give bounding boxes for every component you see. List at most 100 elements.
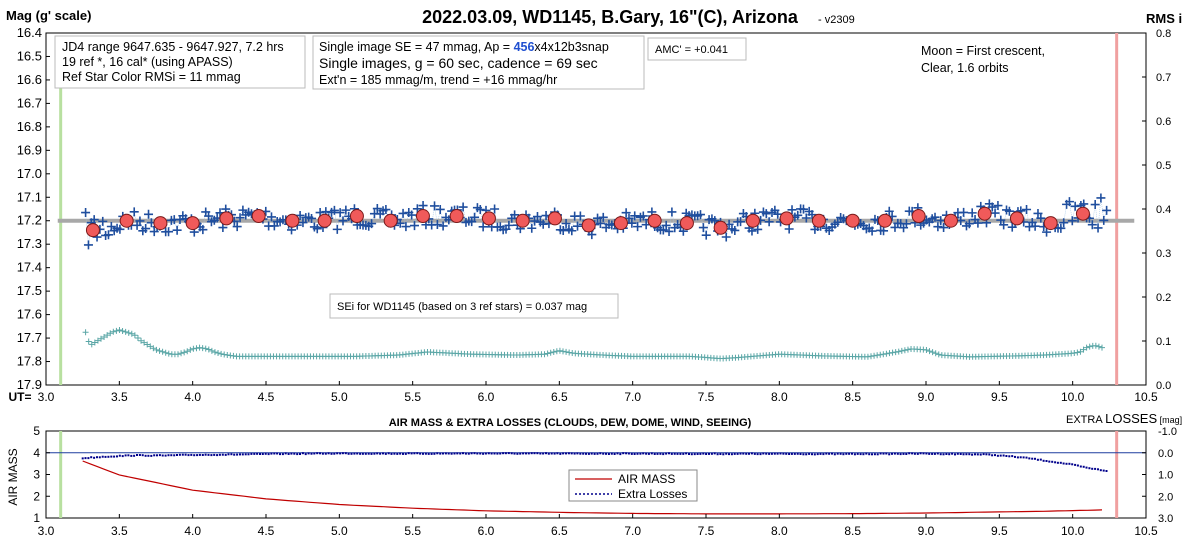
bottom-chart-title: AIR MASS & EXTRA LOSSES (CLOUDS, DEW, DO… [389, 417, 752, 429]
extra-losses-point [178, 453, 181, 456]
extra-losses-point [831, 452, 833, 455]
legend-airmass-label: AIR MASS [618, 472, 675, 486]
extra-losses-point [547, 452, 550, 455]
measurement-point [773, 209, 783, 219]
measurement-point [753, 224, 763, 234]
extra-losses-point [1014, 455, 1016, 458]
amc-text: AMC' = +0.041 [655, 44, 728, 56]
rms-point [215, 350, 222, 357]
top-ytick-left-label: 16.9 [17, 142, 42, 157]
extra-losses-point [650, 452, 653, 455]
rms-point [547, 349, 554, 356]
extra-losses-point [161, 454, 164, 457]
rms-point [1074, 349, 1081, 356]
rms-point [929, 349, 936, 356]
extra-losses-point [567, 452, 570, 455]
extra-losses-point [565, 452, 567, 455]
measurement-point [532, 212, 542, 222]
measurement-point [81, 208, 91, 218]
measurement-point [410, 221, 419, 231]
measurement-point [807, 210, 817, 220]
extra-losses-point [81, 457, 84, 460]
extra-losses-point [464, 452, 467, 455]
extra-losses-point [293, 452, 296, 455]
rms-point [864, 353, 871, 360]
extra-losses-point [422, 452, 424, 455]
extra-losses-point [256, 452, 259, 455]
extra-losses-point [956, 452, 959, 455]
extra-losses-point [1054, 461, 1057, 464]
top-ytick-left-label: 16.6 [17, 72, 42, 87]
measurement-point [736, 217, 746, 227]
binned-point [317, 213, 332, 228]
measurement-point [784, 224, 794, 234]
extra-losses-point [736, 452, 739, 455]
extra-losses-point [1039, 458, 1042, 461]
rms-point [566, 349, 573, 356]
rms-point [147, 343, 154, 350]
measurement-point [1067, 216, 1077, 226]
extra-losses-point [490, 452, 493, 455]
bottom-ytick-right-label: 0.0 [1158, 448, 1173, 460]
measurement-point [667, 207, 677, 217]
measurement-point [621, 208, 631, 218]
extra-losses-point [459, 452, 462, 455]
extra-losses-point [685, 452, 688, 455]
rms-point [541, 351, 548, 358]
measurement-point [575, 211, 585, 221]
extra-losses-point [790, 452, 793, 455]
extra-losses-point [1048, 460, 1051, 463]
bottom-ytick-right-label: 1.0 [1158, 470, 1173, 482]
extra-losses-point [576, 452, 579, 455]
measurement-point [372, 204, 382, 214]
extra-losses-point [974, 453, 976, 456]
extra-losses-point [776, 452, 779, 455]
measurement-point [593, 213, 603, 223]
extra-losses-point [625, 452, 628, 455]
measurement-point [164, 227, 174, 237]
measurement-point [664, 226, 674, 236]
extra-losses-point [839, 452, 842, 455]
extra-losses-point [616, 452, 619, 455]
extra-losses-point [1085, 466, 1088, 469]
extra-losses-point [762, 452, 765, 455]
extra-losses-point [851, 452, 853, 455]
extra-losses-point [999, 454, 1002, 457]
measurement-point [478, 222, 488, 232]
bottom-ytick-left-label: 2 [33, 489, 40, 503]
measurement-point [83, 240, 93, 250]
extra-losses-point [885, 452, 888, 455]
top-ytick-left-label: 16.8 [17, 119, 42, 134]
measurement-point [298, 218, 308, 228]
extra-losses-point [402, 452, 404, 455]
binned-point [679, 216, 694, 231]
measurement-point [1059, 218, 1069, 228]
measurement-point [1022, 205, 1032, 214]
extra-losses-point [1045, 460, 1048, 462]
binned-point [1009, 211, 1024, 226]
extra-losses-point [453, 452, 456, 455]
extra-losses-point [1059, 461, 1062, 464]
bottom-xtick-label: 8.0 [771, 524, 788, 538]
binned-point [515, 213, 530, 228]
extra-losses-point [96, 456, 98, 459]
rms-point [1092, 342, 1099, 349]
extra-losses-point [805, 453, 808, 456]
measurement-point [1056, 223, 1066, 233]
extra-losses-point [333, 452, 336, 455]
extra-losses-point [705, 453, 708, 455]
extra-losses-point [802, 453, 805, 456]
extra-losses-point [98, 456, 101, 459]
rms-point [550, 349, 557, 356]
top-xtick-label: 6.0 [478, 390, 495, 404]
measurement-point [510, 210, 520, 220]
extra-losses-point [476, 452, 479, 455]
rms-point [104, 332, 111, 339]
rms-point [110, 328, 117, 335]
measurement-point [218, 223, 228, 233]
extra-losses-point [891, 452, 893, 455]
extra-losses-point [799, 453, 802, 455]
extra-losses-point [556, 452, 559, 455]
extra-losses-point [585, 452, 587, 455]
